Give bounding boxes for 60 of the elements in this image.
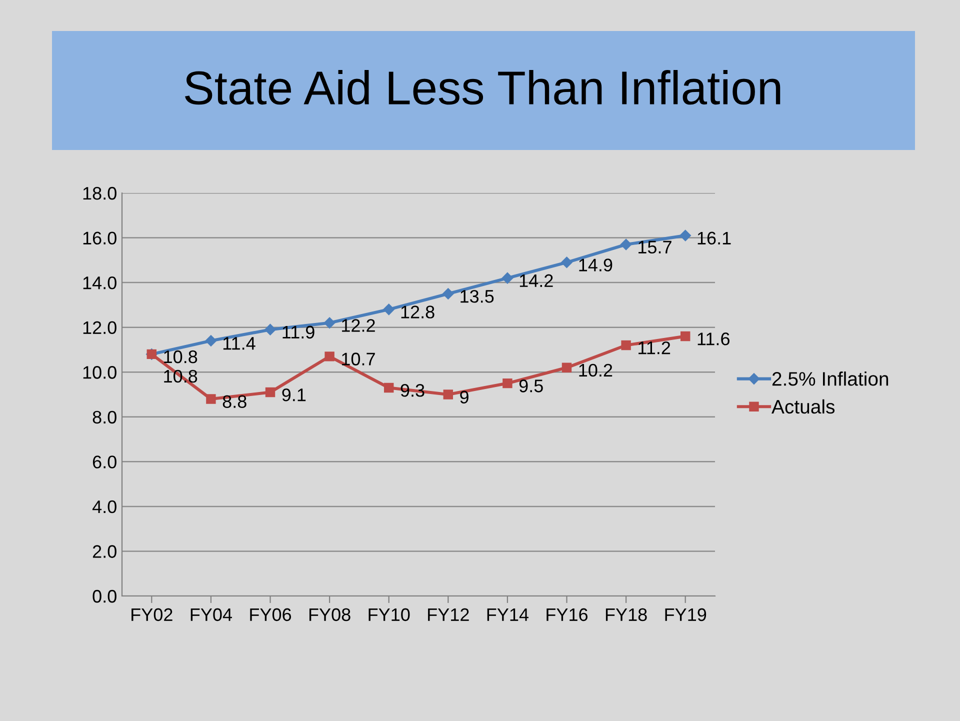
x-tick-label: FY10: [368, 608, 410, 622]
data-label: 11.6: [698, 332, 730, 346]
y-tick-label: 12.0: [83, 321, 116, 334]
y-tick-label: 18.0: [83, 186, 116, 200]
data-label: 11.4: [223, 337, 256, 350]
point: [265, 387, 276, 398]
x-tick-label: FY18: [606, 608, 647, 622]
data-label: 11.9: [282, 326, 314, 339]
data-label: 10.8: [164, 350, 198, 364]
point: [502, 272, 514, 284]
point: [502, 378, 512, 388]
data-label: 9: [460, 390, 468, 404]
data-label: 16.1: [698, 232, 731, 245]
data-label: 9.1: [282, 388, 306, 402]
y-tick-label: 2.0: [92, 545, 116, 558]
data-label: 14.9: [579, 258, 612, 272]
x-tick-label: FY16: [546, 608, 588, 622]
point: [680, 230, 691, 242]
data-label: 13.5: [460, 290, 494, 303]
data-label: 10.7: [342, 352, 375, 366]
point: [680, 331, 690, 342]
y-tick-label: 16.0: [83, 232, 116, 244]
point: [442, 288, 454, 300]
data-label: 10.2: [579, 364, 612, 377]
point: [206, 394, 216, 404]
y-tick-label: 14.0: [83, 276, 116, 290]
point: [561, 256, 572, 268]
x-tick-label: FY06: [250, 608, 292, 622]
x-tick-label: FY14: [487, 608, 528, 621]
x-tick-label: FY02: [132, 608, 172, 622]
data-label: 11.2: [638, 341, 670, 354]
data-label: 8.8: [222, 395, 246, 408]
chart-title: State Aid Less Than Inflation: [184, 70, 780, 105]
y-tick-label: 0.0: [92, 590, 116, 603]
data-label: 9.3: [400, 384, 424, 397]
point: [205, 335, 217, 346]
point: [383, 304, 394, 316]
y-tick-label: 6.0: [92, 456, 116, 468]
y-tick-label: 10.0: [83, 366, 116, 379]
y-tick-label: 8.0: [92, 410, 116, 424]
x-tick-label: FY04: [190, 608, 232, 622]
data-label: 9.5: [519, 380, 543, 392]
point: [620, 238, 632, 250]
legend-label: 2.5% Inflation: [772, 372, 888, 386]
data-label: 15.7: [638, 240, 672, 254]
data-label: 12.2: [342, 319, 375, 332]
y-tick-label: 4.0: [92, 500, 116, 514]
point: [443, 390, 454, 400]
point: [562, 362, 572, 372]
point: [264, 324, 276, 336]
x-tick-label: FY19: [665, 608, 706, 622]
point: [324, 352, 334, 362]
x-tick-label: FY08: [309, 608, 350, 622]
data-label: 14.2: [520, 274, 553, 287]
data-label: 12.8: [401, 306, 434, 318]
legend-label: Actuals: [772, 399, 835, 414]
point: [384, 382, 394, 393]
point: [621, 340, 631, 350]
x-tick-label: FY12: [428, 608, 469, 621]
point: [324, 317, 336, 328]
